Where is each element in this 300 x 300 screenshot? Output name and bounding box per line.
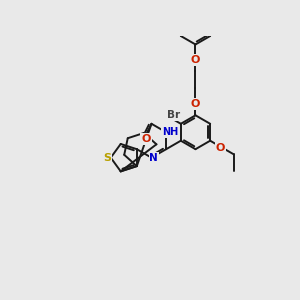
Text: Br: Br bbox=[167, 110, 180, 120]
Text: O: O bbox=[191, 99, 200, 109]
Text: O: O bbox=[141, 134, 151, 144]
Text: O: O bbox=[216, 143, 225, 153]
Text: S: S bbox=[103, 153, 111, 163]
Text: O: O bbox=[191, 55, 200, 65]
Text: N: N bbox=[149, 153, 158, 163]
Text: NH: NH bbox=[162, 127, 178, 137]
